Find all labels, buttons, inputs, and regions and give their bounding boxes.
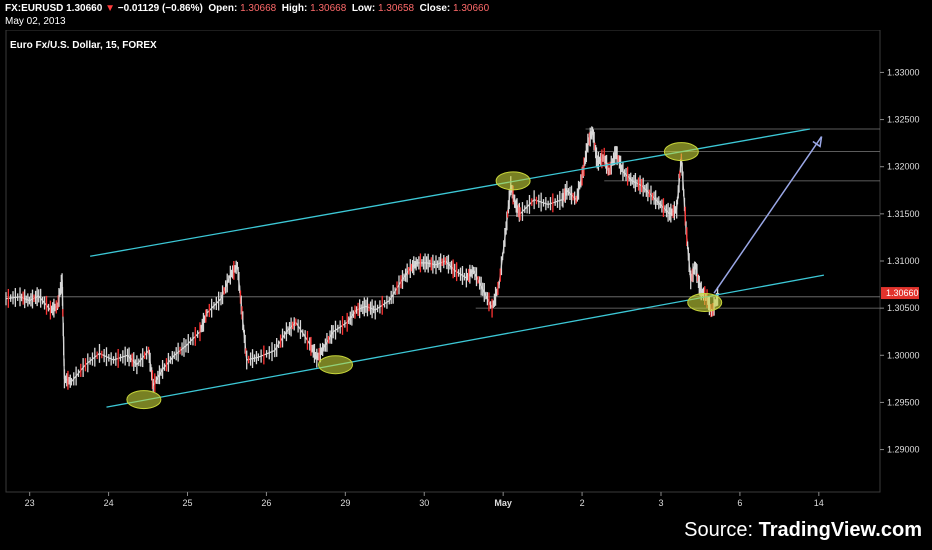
y-tick-label-5: 1.31500 (887, 209, 920, 219)
y-tick-label-1: 1.29500 (887, 397, 920, 407)
last-price-label: 1.30660 (886, 288, 919, 298)
x-tick-label-8: 3 (658, 498, 663, 508)
open-label: Open: (208, 3, 238, 14)
y-tick-label-2: 1.30000 (887, 350, 920, 360)
x-tick-label-2: 25 (182, 498, 192, 508)
y-tick-label-6: 1.32000 (887, 162, 920, 172)
x-tick-label-5: 30 (419, 498, 429, 508)
touch-point-marker-0 (126, 390, 162, 410)
close-value: 1.30660 (453, 3, 490, 14)
source-name: TradingView.com (758, 519, 922, 541)
chart-header: FX:EURUSD 1.30660 ▼ −0.01129 (−0.86%) Op… (5, 2, 489, 28)
y-tick-label-7: 1.32500 (887, 115, 920, 125)
channel-upper-line (90, 128, 811, 257)
touch-point-marker-1 (318, 355, 354, 375)
down-triangle-icon: ▼ (105, 3, 115, 14)
high-value: 1.30668 (310, 3, 347, 14)
x-tick-label-1: 24 (104, 498, 114, 508)
chart-canvas[interactable]: 1.29000 1.29500 1.30000 1.30500 1.31000 1.315… (0, 30, 932, 550)
trend-arrow-line (713, 136, 823, 294)
x-tick-label-3: 26 (261, 498, 271, 508)
open-value: 1.30668 (240, 3, 277, 14)
y-tick-label-4: 1.31000 (887, 256, 920, 266)
chart-title: Euro Fx/U.S. Dollar, 15, FOREX (10, 40, 157, 51)
source-credit: Source: TradingView.com (684, 519, 922, 542)
plot-frame (5, 30, 881, 493)
source-prefix: Source: (684, 519, 759, 541)
touch-point-marker-4 (687, 292, 723, 312)
y-tick-label-3: 1.30500 (887, 303, 920, 313)
x-tick-label-9: 6 (737, 498, 742, 508)
x-tick-label-6: May (494, 498, 512, 508)
symbol-label: FX:EURUSD (5, 3, 64, 14)
x-tick-label-7: 2 (580, 498, 585, 508)
arrow-head-icon (812, 136, 823, 148)
high-label: High: (281, 3, 308, 14)
channel-lower-line (106, 274, 825, 408)
date-label: May 02, 2013 (5, 16, 66, 27)
x-tick-label-4: 29 (340, 498, 350, 508)
x-tick-label-10: 14 (814, 498, 824, 508)
y-tick-label-8: 1.33000 (887, 67, 920, 77)
y-tick-label-0: 1.29000 (887, 445, 920, 455)
price-value: 1.30660 (66, 3, 103, 14)
low-label: Low: (351, 3, 376, 14)
change-value: −0.01129 (−0.86%) (117, 3, 203, 14)
close-label: Close: (419, 3, 451, 14)
ohlc-readout: FX:EURUSD 1.30660 ▼ −0.01129 (−0.86%) Op… (5, 2, 489, 15)
low-value: 1.30658 (377, 3, 415, 14)
x-tick-label-0: 23 (25, 498, 35, 508)
last-price-badge (881, 287, 919, 300)
touch-point-marker-2 (495, 171, 531, 191)
touch-point-marker-3 (663, 142, 699, 162)
